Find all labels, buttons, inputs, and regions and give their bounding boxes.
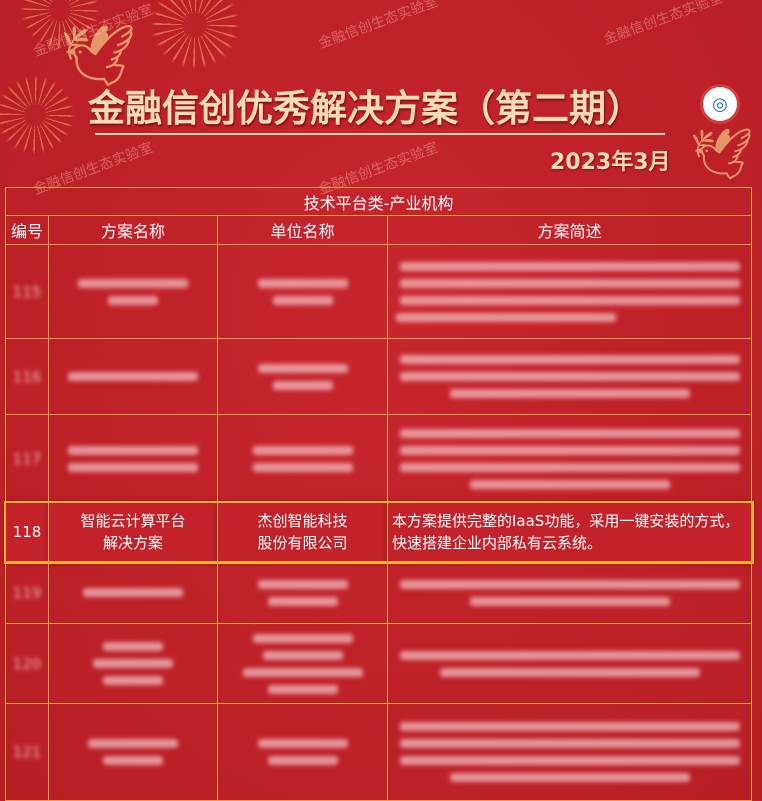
row-number: 119 — [5, 561, 49, 624]
blurred-cell — [217, 338, 388, 415]
row-number: 117 — [5, 414, 49, 503]
table-row: 117 — [5, 414, 752, 503]
blurred-cell — [217, 703, 388, 801]
column-header-company: 单位名称 — [217, 215, 388, 245]
table-row: 115 — [5, 244, 752, 339]
blurred-cell — [387, 244, 752, 339]
table-row: 121 — [5, 703, 752, 801]
blurred-cell — [217, 623, 388, 704]
highlighted-table-row: 118 智能云计算平台解决方案 杰创智能科技股份有限公司 本方案提供完整的Iaa… — [3, 500, 754, 564]
column-header-description: 方案简述 — [387, 215, 752, 245]
blurred-cell — [387, 623, 752, 704]
blurred-cell — [48, 623, 218, 704]
row-number: 118 — [5, 502, 49, 562]
blurred-cell — [48, 244, 218, 339]
lab-logo-icon: ◎ — [700, 84, 740, 124]
page-title: 金融信创优秀解决方案（第二期） — [88, 87, 643, 130]
blurred-cell — [48, 561, 218, 624]
column-header-number: 编号 — [5, 215, 49, 245]
row-number: 116 — [5, 338, 49, 415]
firework-decoration — [0, 75, 75, 155]
blurred-cell — [217, 561, 388, 624]
row-number: 121 — [5, 703, 49, 801]
solution-name: 智能云计算平台解决方案 — [48, 502, 218, 562]
solution-description: 本方案提供完整的IaaS功能，采用一键安装的方式，快速搭建企业内部私有云系统。 — [387, 502, 752, 562]
row-number: 115 — [5, 244, 49, 339]
title-divider — [95, 133, 665, 135]
solutions-table: 技术平台类-产业机构 编号 方案名称 单位名称 方案简述 115 116 117… — [3, 187, 754, 801]
dove-icon: 🕊 — [690, 125, 754, 183]
blurred-cell — [48, 338, 218, 415]
blurred-cell — [387, 338, 752, 415]
blurred-cell — [217, 414, 388, 503]
company-name: 杰创智能科技股份有限公司 — [217, 502, 388, 562]
blurred-cell — [217, 244, 388, 339]
table-row: 116 — [5, 338, 752, 415]
blurred-cell — [48, 414, 218, 503]
blurred-cell — [387, 703, 752, 801]
row-number: 120 — [5, 623, 49, 704]
publish-date: 2023年3月 — [550, 150, 671, 175]
column-header-solution-name: 方案名称 — [48, 215, 218, 245]
category-header: 技术平台类-产业机构 — [5, 187, 752, 216]
blurred-cell — [387, 561, 752, 624]
firework-decoration — [150, 0, 240, 70]
dove-icon: 🕊 — [60, 21, 137, 91]
table-row: 119 — [5, 561, 752, 624]
table-row: 120 — [5, 623, 752, 704]
blurred-cell — [48, 703, 218, 801]
blurred-cell — [387, 414, 752, 503]
